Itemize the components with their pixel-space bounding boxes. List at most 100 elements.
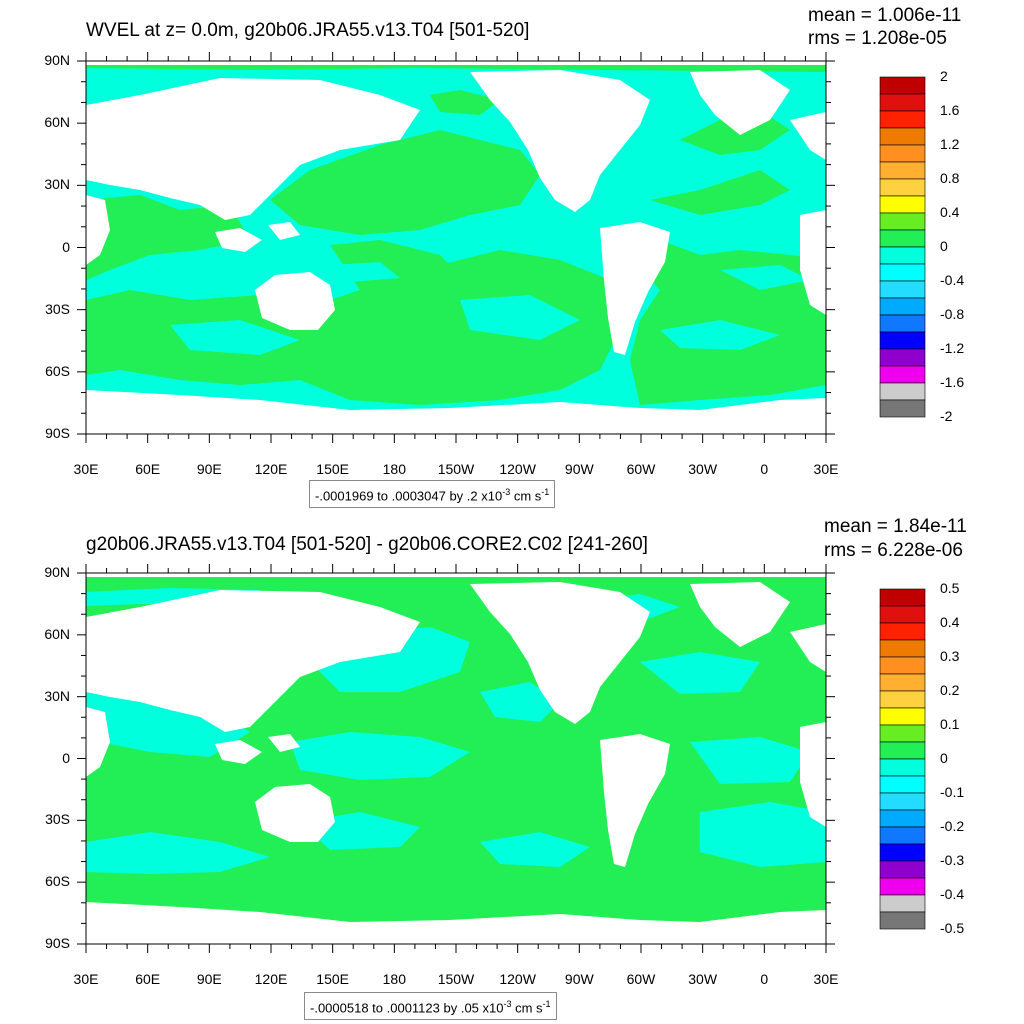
lat-label: 90S [45,425,70,441]
colorbar-box [879,280,926,299]
colorbar-label: 0.3 [940,648,960,664]
colorbar-box [879,161,926,180]
colorbar-box [879,843,926,862]
lon-label: 0 [760,971,769,987]
colorbar-label: -0.4 [940,886,965,902]
lon-label: 120E [254,971,288,987]
lat-label: 90N [44,564,70,580]
colorbar-box [879,622,926,641]
ocean-positive-field [86,61,826,405]
bottom-map-panel: g20b06.JRA55.v13.T04 [501-520] - g20b06.… [0,512,1024,1024]
colorbar-box [879,127,926,146]
colorbar-label: 2 [940,68,948,84]
colorbar-box [879,144,926,163]
colorbar-box [879,314,926,333]
colorbar-label: -2 [940,408,953,424]
colorbar-label: -0.8 [940,306,965,322]
colorbar-box [879,178,926,197]
bottom-range-units-exponent: -1 [542,999,551,1009]
lon-label: 180 [382,461,406,477]
bottom-map-ticks [77,564,835,953]
lat-label: 60N [44,114,70,131]
top-map-title: WVEL at z= 0.0m, g20b06.JRA55.v13.T04 [5… [86,20,530,41]
colorbar-box [879,673,926,692]
colorbar-box [879,656,926,675]
lon-label: 60E [135,971,161,987]
land-mask [86,573,826,944]
colorbar-box [879,331,926,350]
colorbar-label: -1.2 [940,340,965,356]
colorbar-box [879,297,926,316]
colorbar-label: 0.1 [940,716,960,732]
top-colorbar [879,76,926,418]
lon-label: 60W [626,971,656,987]
lon-label: 150E [316,461,349,477]
colorbar-box [879,707,926,726]
colorbar-box [879,894,926,913]
lon-label: 60E [135,461,161,477]
lon-label: 30W [688,971,718,987]
colorbar-box [879,348,926,367]
lat-label: 30S [45,811,70,828]
colorbar-box [879,76,926,95]
top-range-text: -.0001969 to .0003047 by .2 x10 [315,488,503,504]
bottom-range-units: cm s [511,1000,543,1016]
colorbar-label: -0.5 [940,920,965,936]
colorbar-label: 0.5 [940,580,960,596]
lon-label: 30E [73,461,99,477]
colorbar-label: 0 [940,750,948,766]
lat-label: 60S [45,362,70,379]
bottom-mean-label: mean = 1.84e-11 [824,516,967,537]
bottom-map-title: g20b06.JRA55.v13.T04 [501-520] - g20b06.… [86,534,648,555]
lat-label: 60N [44,625,70,642]
colorbar-box [879,860,926,879]
colorbar-box [879,792,926,811]
top-mean-label: mean = 1.006e-11 [808,5,962,26]
top-range-units: cm s [510,488,542,504]
colorbar-box [879,110,926,129]
colorbar-box [879,741,926,760]
colorbar-label: 0 [940,238,948,254]
colorbar-box [879,809,926,828]
bottom-map-figure [77,564,926,953]
colorbar-box [879,246,926,265]
lon-label: 150W [437,461,475,477]
lon-label: 150E [316,971,349,987]
lon-label: 0 [760,461,769,477]
lat-label: 90S [45,935,70,951]
lat-label: 30S [45,300,70,317]
colorbar-box [879,826,926,845]
lon-label: 90W [564,971,594,987]
colorbar-box [879,758,926,777]
lat-label: 0 [62,749,70,766]
colorbar-box [879,911,926,930]
lat-label: 30N [44,687,70,704]
lon-label: 30E [813,461,839,477]
ocean-negative-patches [170,262,810,355]
colorbar-label: -0.3 [940,852,965,868]
colorbar-box [879,93,926,112]
lon-label: 30W [688,461,718,477]
colorbar-box [879,724,926,743]
colorbar-label: 1.2 [940,136,960,152]
colorbar-label: 0.4 [940,614,960,630]
lon-label: 90W [564,461,594,477]
land-mask [86,61,826,434]
colorbar-label: -1.6 [940,374,965,390]
colorbar-label: 0.2 [940,682,960,698]
bottom-range-text: -.0000518 to .0001123 by .05 x10 [310,1000,504,1016]
lon-label: 120W [499,971,536,987]
bottom-colorbar [879,588,926,930]
lon-label: 150W [437,971,475,987]
colorbar-label: -0.4 [940,272,965,288]
colorbar-box [879,639,926,658]
colorbar-box [879,365,926,384]
top-map-field [86,61,826,434]
lon-label: 120W [499,461,536,477]
lat-label: 0 [62,238,70,255]
top-range-exponent: -3 [502,487,511,497]
colorbar-box [879,263,926,282]
colorbar-box [879,877,926,896]
lon-label: 90E [196,971,222,987]
bottom-range-exponent: -3 [503,999,512,1009]
